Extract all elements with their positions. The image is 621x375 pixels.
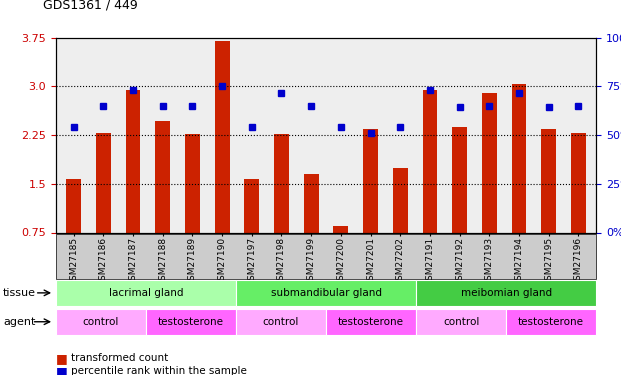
Text: lacrimal gland: lacrimal gland xyxy=(109,288,183,298)
Text: ■: ■ xyxy=(56,352,68,364)
Bar xyxy=(363,129,378,232)
Text: GDS1361 / 449: GDS1361 / 449 xyxy=(43,0,138,11)
Bar xyxy=(66,179,81,232)
Bar xyxy=(333,226,348,232)
Bar xyxy=(274,134,289,232)
Text: control: control xyxy=(263,317,299,327)
Text: transformed count: transformed count xyxy=(71,353,169,363)
Bar xyxy=(215,41,230,232)
Text: control: control xyxy=(83,317,119,327)
Text: submandibular gland: submandibular gland xyxy=(271,288,381,298)
Bar xyxy=(452,127,467,232)
Bar xyxy=(542,129,556,232)
Bar xyxy=(422,90,437,232)
Text: testosterone: testosterone xyxy=(158,317,224,327)
Text: percentile rank within the sample: percentile rank within the sample xyxy=(71,366,247,375)
Bar xyxy=(245,178,259,232)
Bar xyxy=(125,90,140,232)
Bar xyxy=(185,134,200,232)
Text: testosterone: testosterone xyxy=(518,317,584,327)
Bar xyxy=(393,168,407,232)
Text: ■: ■ xyxy=(56,365,68,375)
Text: agent: agent xyxy=(3,317,35,327)
Bar xyxy=(482,93,497,232)
Bar xyxy=(304,174,319,232)
Bar xyxy=(512,84,527,232)
Text: control: control xyxy=(443,317,479,327)
Bar xyxy=(96,133,111,232)
Text: testosterone: testosterone xyxy=(338,317,404,327)
Bar xyxy=(155,121,170,232)
Text: tissue: tissue xyxy=(3,288,36,298)
Text: meibomian gland: meibomian gland xyxy=(461,288,551,298)
Bar xyxy=(571,133,586,232)
